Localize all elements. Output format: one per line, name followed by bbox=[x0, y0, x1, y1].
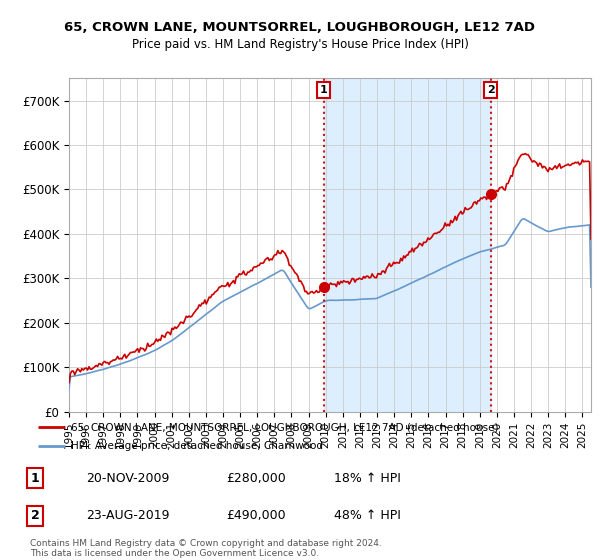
Text: 18% ↑ HPI: 18% ↑ HPI bbox=[334, 472, 401, 484]
Text: 2: 2 bbox=[487, 85, 494, 95]
Text: 1: 1 bbox=[31, 472, 39, 484]
Text: 23-AUG-2019: 23-AUG-2019 bbox=[86, 510, 169, 522]
Text: 2: 2 bbox=[31, 510, 39, 522]
Text: £280,000: £280,000 bbox=[227, 472, 286, 484]
Text: £490,000: £490,000 bbox=[227, 510, 286, 522]
Text: 20-NOV-2009: 20-NOV-2009 bbox=[86, 472, 169, 484]
Text: 65, CROWN LANE, MOUNTSORREL, LOUGHBOROUGH, LE12 7AD: 65, CROWN LANE, MOUNTSORREL, LOUGHBOROUG… bbox=[65, 21, 536, 34]
Text: 48% ↑ HPI: 48% ↑ HPI bbox=[334, 510, 401, 522]
Text: Contains HM Land Registry data © Crown copyright and database right 2024.
This d: Contains HM Land Registry data © Crown c… bbox=[30, 539, 382, 558]
Text: Price paid vs. HM Land Registry's House Price Index (HPI): Price paid vs. HM Land Registry's House … bbox=[131, 38, 469, 51]
Text: 1: 1 bbox=[320, 85, 328, 95]
Text: 65, CROWN LANE, MOUNTSORREL, LOUGHBOROUGH, LE12 7AD (detached house): 65, CROWN LANE, MOUNTSORREL, LOUGHBOROUG… bbox=[71, 422, 499, 432]
Text: HPI: Average price, detached house, Charnwood: HPI: Average price, detached house, Char… bbox=[71, 441, 323, 451]
Bar bbox=[324, 78, 491, 412]
